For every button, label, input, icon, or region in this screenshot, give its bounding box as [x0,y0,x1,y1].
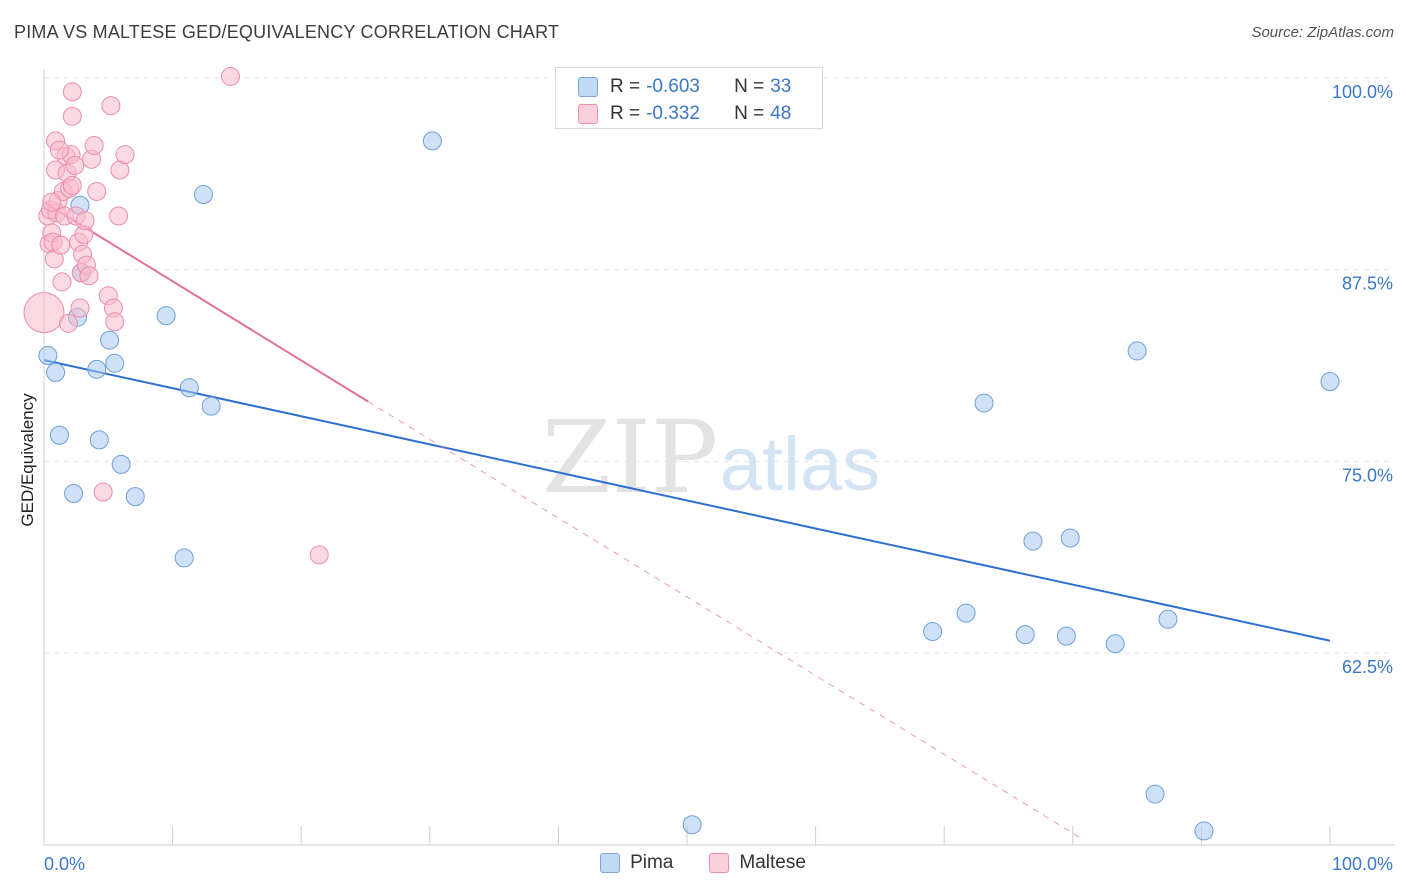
point-maltese [62,175,82,195]
point-pima [100,330,120,350]
stats-row-pima: R = -0.603 N = 33 [578,74,791,100]
stats-swatch-pima [578,77,598,97]
gridlines [44,77,1395,654]
point-maltese [70,298,90,318]
point-pima [179,378,199,398]
point-pima [1194,821,1214,841]
point-maltese [58,313,78,333]
stats-r-value: -0.332 [646,103,700,124]
x-tick-label: 100.0% [1332,854,1393,874]
trend-line-maltese [43,201,369,403]
point-pima [87,359,107,379]
y-tick-label: 87.5% [1342,274,1393,294]
point-maltese [84,135,104,155]
point-pima [956,603,976,623]
point-maltese [101,96,121,116]
point-maltese [62,82,82,102]
point-pima [1060,528,1080,548]
trend-line-pima [43,359,1331,642]
stats-r-value: -0.603 [646,76,700,97]
stats-n-label: N = [734,76,765,97]
point-maltese [309,545,329,565]
data-points [23,66,1340,841]
point-pima [201,396,221,416]
point-pima [1056,626,1076,646]
legend-swatch-pima [600,853,621,873]
point-maltese [105,312,125,332]
stats-n-value: 48 [770,103,792,124]
source-label: Source: ZipAtlas.com [1251,24,1394,41]
stats-r-label: R = [610,76,641,97]
point-pima [974,393,994,413]
point-maltese [220,66,240,86]
point-pima [1320,372,1340,392]
point-maltese [49,140,69,160]
point-pima [125,487,145,507]
stats-box: R = -0.603 N = 33 R = -0.332 N = 48 [555,67,823,129]
tick-labels: 62.5% 75.0% 87.5% 100.0% 0.0% 100.0% [44,82,1393,874]
point-pima [46,362,66,382]
legend-label-pima: Pima [630,852,674,873]
watermark-atlas: atlas [720,422,881,507]
point-pima [156,306,176,326]
point-pima [1105,634,1125,654]
stats-n-label: N = [734,103,765,124]
legend-swatch-maltese [709,853,730,873]
watermark: ZIP atlas [542,399,880,516]
point-maltese [42,192,62,212]
point-pima [111,454,131,474]
point-maltese [52,272,72,292]
point-maltese [109,206,129,226]
y-tick-label: 62.5% [1342,657,1393,677]
stats-n-value: 33 [770,76,792,97]
watermark-zip: ZIP [542,399,718,516]
point-pima [174,548,194,568]
point-pima [49,425,69,445]
point-maltese [51,235,71,255]
point-maltese [62,106,82,126]
point-maltese [65,155,85,175]
legend-item-maltese[interactable]: Maltese [709,852,806,874]
point-pima [1127,341,1147,361]
point-pima [64,484,84,504]
point-maltese [23,292,65,334]
point-pima [1145,784,1165,804]
point-maltese [75,211,95,231]
point-maltese [93,482,113,502]
point-pima [923,622,943,642]
point-pima [1015,625,1035,645]
legend-item-pima[interactable]: Pima [600,852,673,874]
stats-r-label: R = [610,103,641,124]
stats-row-maltese: R = -0.332 N = 48 [578,101,791,127]
stats-swatch-maltese [578,104,598,124]
point-pima [38,346,58,366]
legend-label-maltese: Maltese [739,852,806,873]
point-pima [1158,609,1178,629]
point-maltese [87,181,107,201]
point-pima [105,353,125,373]
x-tick-label: 0.0% [44,854,85,874]
chart-title: PIMA VS MALTESE GED/EQUIVALENCY CORRELAT… [14,22,560,42]
point-pima [1023,531,1043,551]
trend-lines [43,201,1331,838]
y-tick-label: 75.0% [1342,465,1393,485]
point-pima [193,185,213,205]
point-pima [89,430,109,450]
point-pima [682,815,702,835]
point-pima [422,131,442,151]
y-tick-label: 100.0% [1332,82,1393,102]
point-maltese [115,145,135,165]
point-maltese [79,266,99,286]
legend: Pima Maltese [0,852,1406,874]
